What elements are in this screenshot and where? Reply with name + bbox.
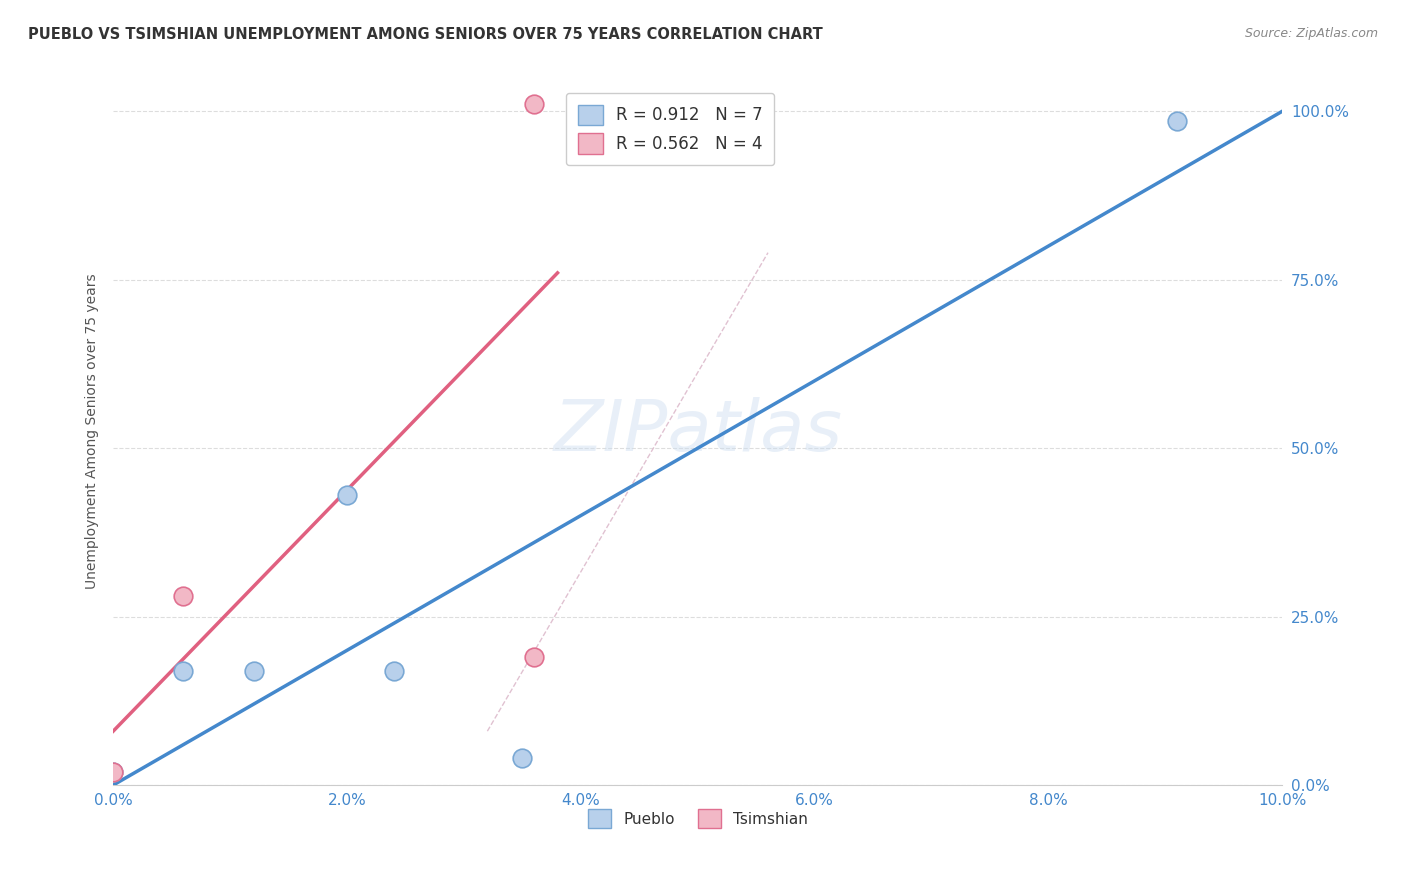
Point xyxy=(523,650,546,665)
Point xyxy=(103,764,125,779)
Point xyxy=(382,664,405,678)
Legend: Pueblo, Tsimshian: Pueblo, Tsimshian xyxy=(582,803,814,834)
Point xyxy=(242,664,264,678)
Point xyxy=(523,97,546,112)
Point xyxy=(512,751,534,765)
Point xyxy=(172,590,194,604)
Text: PUEBLO VS TSIMSHIAN UNEMPLOYMENT AMONG SENIORS OVER 75 YEARS CORRELATION CHART: PUEBLO VS TSIMSHIAN UNEMPLOYMENT AMONG S… xyxy=(28,27,823,42)
Point xyxy=(336,488,359,502)
Point xyxy=(172,664,194,678)
Point xyxy=(1166,114,1188,128)
Text: ZIPatlas: ZIPatlas xyxy=(554,397,842,466)
Text: Source: ZipAtlas.com: Source: ZipAtlas.com xyxy=(1244,27,1378,40)
Point xyxy=(103,764,125,779)
Y-axis label: Unemployment Among Seniors over 75 years: Unemployment Among Seniors over 75 years xyxy=(86,274,100,589)
